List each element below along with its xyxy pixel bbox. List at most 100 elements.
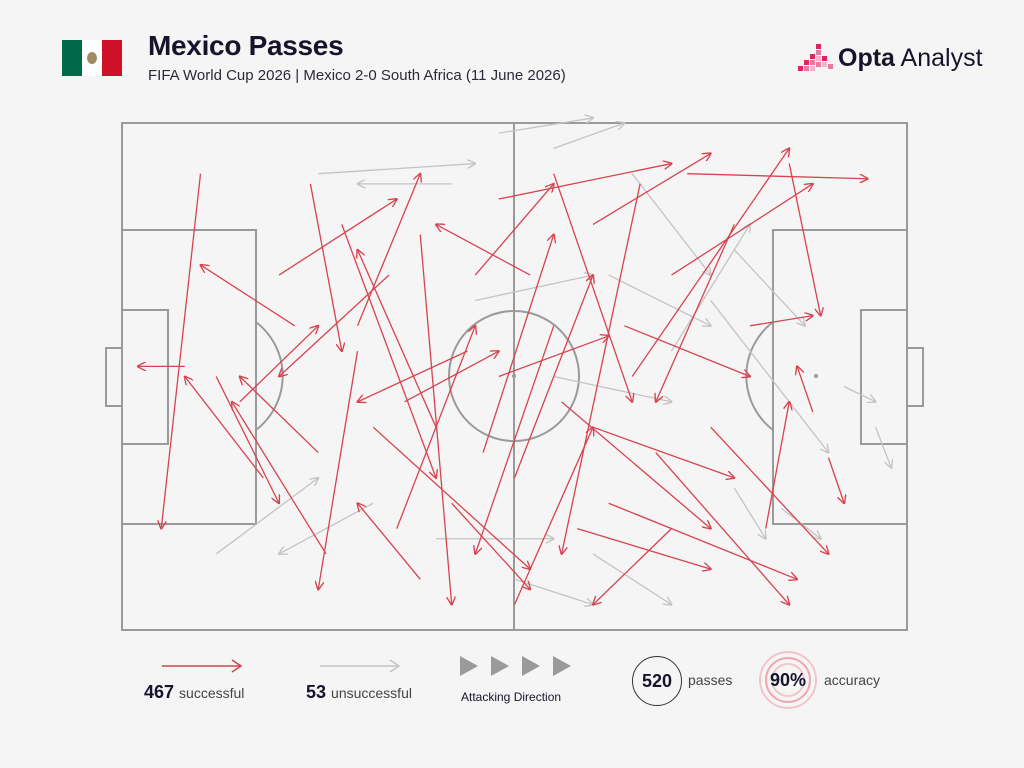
successful-pass-5 — [240, 377, 319, 454]
successful-pass-17 — [687, 173, 868, 179]
unsuccessful-pass-0 — [318, 164, 475, 175]
unsuccessful-legend: 53 unsuccessful — [306, 682, 412, 703]
flag-emblem-icon — [87, 52, 97, 64]
flag-band-green — [62, 40, 82, 76]
successful-pass-12 — [475, 325, 555, 554]
successful-pass-9 — [358, 250, 437, 428]
successful-pass-13 — [498, 164, 672, 200]
successful-pass-42 — [498, 336, 609, 378]
successful-pass-33 — [562, 183, 641, 554]
successful-pass-10 — [474, 184, 554, 276]
unsuccessful-count: 53 — [306, 682, 327, 702]
unsuccessful-pass-16 — [475, 275, 593, 302]
successful-pass-46 — [358, 503, 421, 580]
attacking-direction-label: Attacking Direction — [461, 690, 562, 704]
successful-legend: 467 successful — [144, 682, 244, 703]
successful-pass-45 — [482, 235, 554, 453]
right-penalty-spot — [814, 374, 818, 378]
unsuccessful-pass-4 — [670, 224, 751, 352]
mexico-flag — [62, 40, 122, 76]
unsuccessful-pass-13 — [592, 553, 672, 605]
successful-pass-20 — [608, 502, 797, 579]
successful-pass-35 — [656, 224, 735, 401]
successful-pass-40 — [232, 402, 327, 555]
total-passes-label: passes — [688, 672, 733, 688]
successful-pass-4 — [278, 199, 397, 276]
page-title: Mexico Passes — [148, 30, 344, 61]
successful-pass-18 — [592, 426, 734, 478]
successful-pass-32 — [553, 173, 633, 402]
unsuccessful-pass-14 — [215, 478, 318, 555]
successful-pass-49 — [655, 452, 789, 605]
successful-pass-43 — [436, 224, 531, 276]
successful-pass-2 — [215, 376, 279, 504]
successful-pass-24 — [765, 402, 790, 529]
accuracy-label: accuracy — [824, 672, 881, 688]
unsuccessful-pass-3 — [608, 274, 711, 326]
successful-pass-26 — [797, 366, 814, 413]
unsuccessful-label: unsuccessful — [331, 685, 412, 701]
unsuccessful-pass-7 — [843, 386, 875, 402]
attacking-direction-arrows-icon — [460, 656, 571, 676]
successful-pass-27 — [372, 426, 530, 569]
successful-label: successful — [179, 685, 245, 701]
successful-pass-14 — [592, 153, 711, 225]
successful-legend-arrow — [162, 659, 243, 673]
unsuccessful-pass-6 — [733, 249, 805, 326]
unsuccessful-pass-8 — [874, 426, 892, 468]
successful-pass-1 — [239, 326, 319, 403]
successful-pass-29 — [419, 234, 451, 605]
unsuccessful-pass-10 — [733, 487, 765, 539]
pass-map-pitch — [105, 110, 924, 631]
unsuccessful-passes — [215, 118, 892, 605]
successful-pass-37 — [358, 350, 468, 402]
successful-pass-30 — [451, 502, 531, 589]
unsuccessful-legend-arrow — [320, 659, 401, 673]
successful-pass-25 — [827, 457, 845, 504]
successful-pass-23 — [788, 163, 820, 316]
unsuccessful-pass-17 — [553, 375, 672, 402]
unsuccessful-pass-18 — [631, 173, 711, 275]
unsuccessful-pass-5 — [710, 300, 829, 452]
successful-pass-44 — [624, 325, 750, 377]
brand-name-bold: Opta — [838, 44, 895, 72]
successful-pass-34 — [593, 528, 672, 605]
left-goal — [105, 347, 123, 407]
right-goal — [906, 347, 924, 407]
successful-pass-6 — [356, 174, 421, 327]
left-six-yard-box — [121, 309, 169, 445]
successful-pass-0 — [161, 173, 202, 529]
successful-pass-41 — [279, 274, 390, 376]
successful-count: 467 — [144, 682, 175, 702]
opta-analyst-logo: Opta Analyst — [798, 38, 988, 78]
successful-pass-28 — [318, 351, 359, 589]
unsuccessful-pass-12 — [514, 578, 594, 604]
successful-pass-11 — [513, 275, 594, 479]
successful-pass-47 — [309, 183, 341, 351]
successful-pass-39 — [185, 377, 264, 479]
accuracy-rings-icon — [759, 651, 817, 709]
successful-pass-22 — [749, 316, 813, 327]
opta-bars-icon — [798, 44, 833, 71]
unsuccessful-pass-1 — [553, 123, 625, 149]
successful-pass-38 — [201, 265, 296, 327]
accuracy-value: 90% — [769, 669, 807, 690]
successful-pass-36 — [404, 351, 499, 403]
successful-pass-15 — [631, 148, 789, 377]
total-passes-badge: 520 — [632, 656, 682, 706]
centre-spot — [512, 374, 516, 378]
right-six-yard-box — [860, 309, 908, 445]
successful-pass-21 — [710, 426, 829, 554]
flag-band-red — [102, 40, 122, 76]
successful-pass-16 — [671, 184, 813, 276]
unsuccessful-pass-15 — [279, 502, 374, 554]
successful-pass-31 — [513, 427, 594, 605]
page-subtitle: FIFA World Cup 2026 | Mexico 2-0 South A… — [148, 67, 566, 84]
successful-passes — [138, 148, 868, 604]
successful-pass-19 — [577, 527, 710, 570]
brand-name: Opta Analyst — [838, 44, 983, 73]
right-penalty-area — [772, 229, 908, 525]
unsuccessful-pass-2 — [498, 118, 593, 134]
successful-pass-48 — [561, 401, 711, 529]
successful-pass-8 — [341, 224, 436, 478]
